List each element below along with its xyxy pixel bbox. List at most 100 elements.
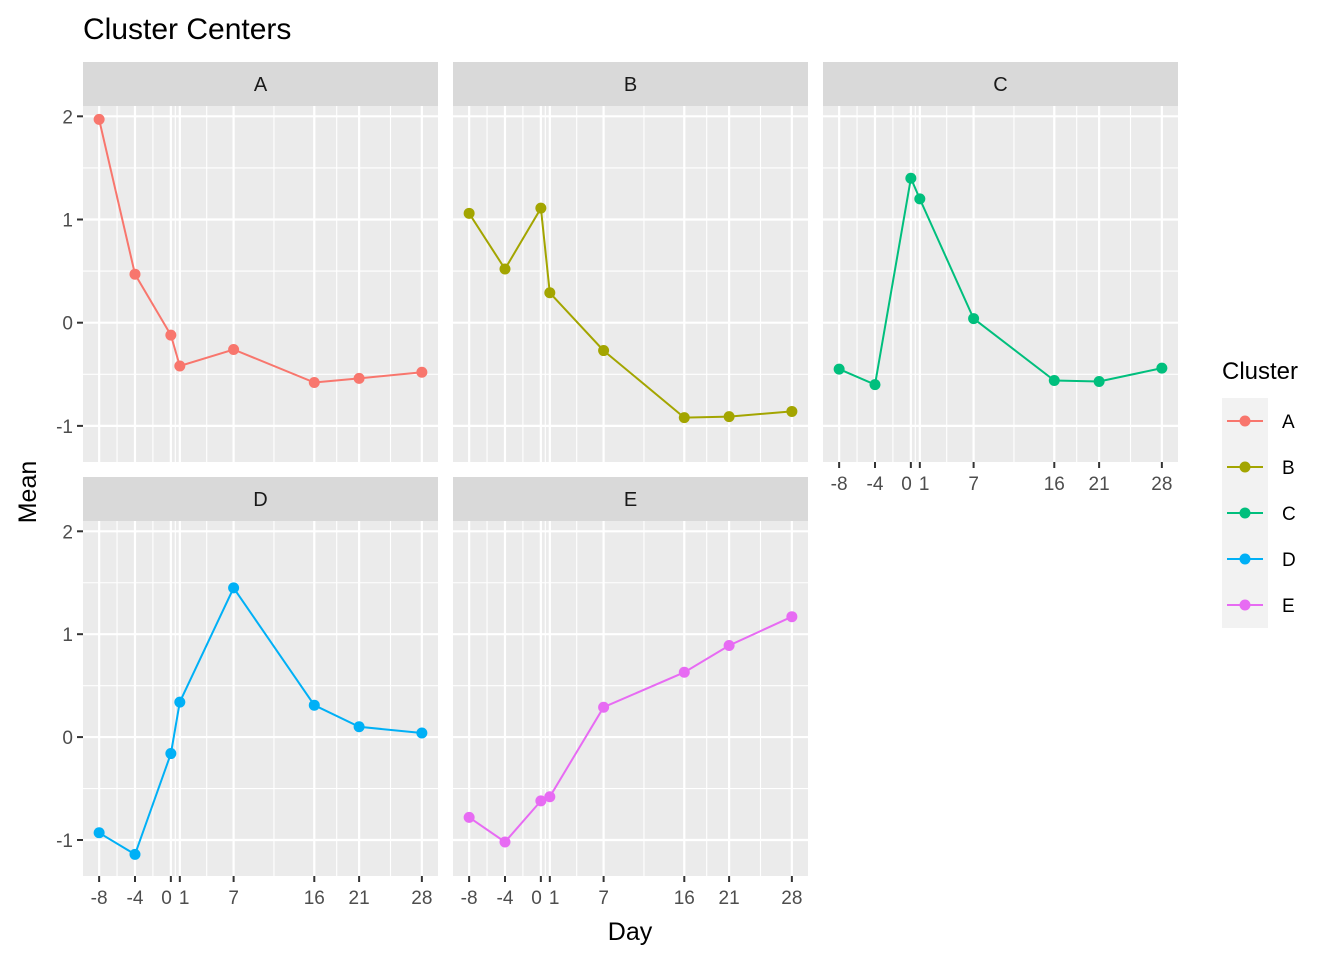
facet-panel-a: A -1 0 1 2	[56, 62, 438, 462]
panel-background	[453, 521, 808, 876]
data-point-c	[1093, 376, 1105, 388]
data-point-a	[93, 113, 105, 125]
legend-entry-label: A	[1282, 412, 1295, 433]
data-point-d	[228, 582, 240, 594]
data-point-a	[129, 268, 141, 280]
x-tick-label: 21	[1089, 474, 1110, 495]
data-point-b	[598, 345, 610, 357]
x-tick-label: -8	[461, 888, 478, 909]
data-point-b	[786, 405, 798, 417]
x-tick-label: -8	[91, 888, 108, 909]
x-tick-label: 0	[531, 888, 542, 909]
x-tick-label: 0	[161, 888, 172, 909]
x-tick-label: -4	[497, 888, 514, 909]
panel-background	[83, 521, 438, 876]
data-point-d	[416, 727, 428, 739]
y-tick-label: -1	[56, 831, 73, 852]
x-tick-label: 21	[349, 888, 370, 909]
facet-strip-label: E	[624, 489, 637, 511]
series-line-c	[838, 174, 1163, 387]
data-point-e	[499, 836, 511, 848]
data-point-d	[353, 721, 365, 733]
data-point-e	[598, 701, 610, 713]
legend-entry-label: C	[1282, 504, 1296, 525]
x-axis-label: Day	[608, 918, 653, 946]
x-tick-label: 7	[968, 474, 979, 495]
data-point-a	[228, 344, 240, 356]
facet-strip-label: C	[993, 74, 1007, 96]
x-tick-label: 28	[411, 888, 432, 909]
data-point-b	[499, 263, 511, 275]
facet-strip	[453, 62, 808, 106]
facet-strip-label: D	[253, 489, 267, 511]
data-point-e	[463, 811, 475, 823]
data-point-b	[678, 412, 690, 424]
data-point-e	[544, 791, 556, 803]
series-line-d	[98, 585, 422, 856]
x-tick-label: 28	[781, 888, 802, 909]
chart-title: Cluster Centers	[83, 13, 291, 46]
x-tick-label: 1	[549, 888, 560, 909]
y-tick-label: 0	[62, 728, 73, 749]
facet-strip-label: A	[254, 74, 268, 96]
data-point-c	[1156, 362, 1168, 374]
facet-strip-label: B	[624, 74, 637, 96]
panel-background	[83, 106, 438, 462]
x-tick-label: 0	[901, 474, 912, 495]
x-tick-label: 7	[228, 888, 239, 909]
facet-panel-c: C -8 -4 0 1 7 16 21 28	[823, 62, 1178, 495]
data-point-a	[353, 372, 365, 384]
data-point-c	[833, 363, 845, 375]
legend-key-point	[1239, 415, 1251, 427]
facet-panel-e: E -8 -4 0 1 7 16 21 28	[453, 477, 808, 909]
data-point-b	[723, 411, 735, 423]
data-point-b	[544, 287, 556, 299]
data-point-d	[308, 699, 320, 711]
data-point-a	[308, 377, 320, 389]
data-point-c	[905, 172, 917, 184]
y-tick-label: 1	[62, 625, 73, 646]
x-tick-label: 7	[598, 888, 609, 909]
facet-panel-b: B	[453, 62, 808, 462]
x-tick-label: 28	[1151, 474, 1172, 495]
y-tick-label: -1	[56, 417, 73, 438]
legend: Cluster A B C D E	[1222, 358, 1298, 628]
x-tick-label: 21	[719, 888, 740, 909]
data-point-d	[174, 696, 186, 708]
x-tick-label: -4	[127, 888, 144, 909]
legend-entry-label: D	[1282, 550, 1296, 571]
legend-key-point	[1239, 553, 1251, 565]
data-point-c	[869, 379, 881, 391]
legend-key-point	[1239, 461, 1251, 473]
panel-background	[823, 106, 1178, 462]
x-tick-label: 1	[919, 474, 930, 495]
facet-strip	[823, 62, 1178, 106]
data-point-c	[1048, 374, 1060, 386]
x-tick-label: 16	[304, 888, 325, 909]
data-point-d	[165, 748, 177, 760]
legend-entry-label: B	[1282, 458, 1295, 479]
y-tick-label: 2	[62, 522, 73, 543]
data-point-a	[174, 360, 186, 372]
y-axis-label: Mean	[14, 461, 42, 524]
y-tick-label: 2	[62, 107, 73, 128]
legend-title: Cluster	[1222, 358, 1298, 385]
y-tick-label: 0	[62, 314, 73, 335]
series-line-b	[468, 205, 792, 419]
legend-entry-label: E	[1282, 596, 1295, 617]
data-point-e	[723, 640, 735, 652]
data-point-e	[678, 666, 690, 678]
data-point-c	[968, 313, 980, 325]
x-tick-label: 16	[674, 888, 695, 909]
data-point-c	[914, 193, 926, 205]
facet-strip	[83, 477, 438, 521]
data-point-d	[93, 827, 105, 839]
x-tick-label: 1	[179, 888, 190, 909]
series-line-a	[98, 119, 422, 384]
legend-key-point	[1239, 599, 1251, 611]
data-point-a	[416, 366, 428, 378]
